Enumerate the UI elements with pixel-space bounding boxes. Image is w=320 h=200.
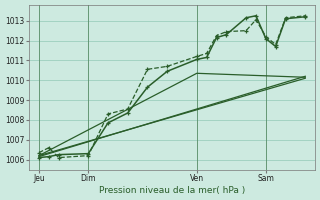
- X-axis label: Pression niveau de la mer( hPa ): Pression niveau de la mer( hPa ): [99, 186, 245, 195]
